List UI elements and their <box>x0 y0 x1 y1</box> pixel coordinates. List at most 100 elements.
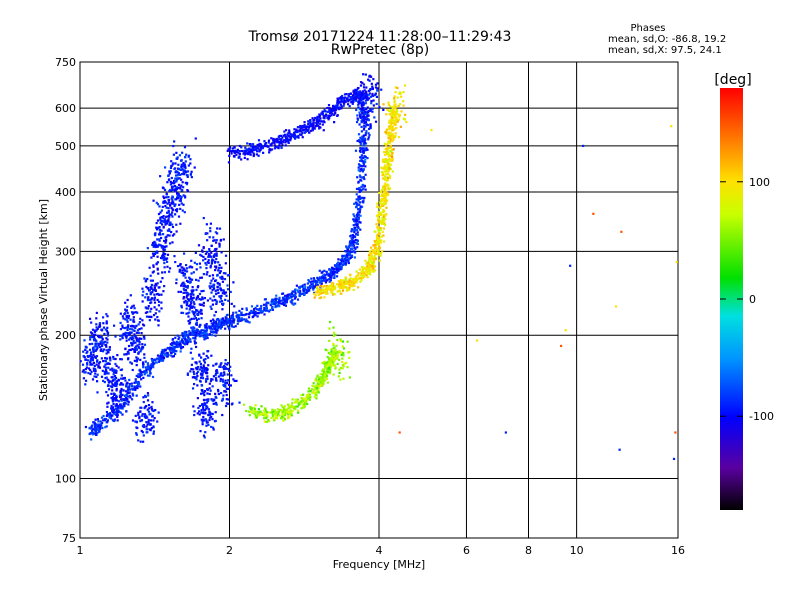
data-point <box>215 252 218 255</box>
data-point <box>93 369 96 372</box>
data-point <box>176 157 179 160</box>
data-point <box>368 268 371 271</box>
data-point <box>206 239 209 242</box>
data-point <box>230 314 233 318</box>
data-point <box>373 264 376 268</box>
data-point <box>124 347 127 351</box>
data-point <box>374 243 378 246</box>
data-point <box>390 121 393 124</box>
data-point <box>184 299 187 302</box>
data-point <box>145 293 148 296</box>
data-point <box>122 389 125 392</box>
data-point <box>325 279 328 282</box>
data-point <box>379 228 382 231</box>
data-point <box>183 330 186 334</box>
data-point <box>245 318 248 321</box>
data-point <box>202 335 205 338</box>
data-point <box>309 129 313 132</box>
data-point <box>215 292 218 295</box>
data-point <box>181 340 185 343</box>
data-point <box>345 99 348 103</box>
data-point <box>263 416 266 419</box>
data-point <box>333 274 336 277</box>
data-point <box>272 411 275 414</box>
data-point <box>166 211 169 214</box>
data-point <box>369 95 373 98</box>
data-point <box>327 367 330 370</box>
data-point <box>131 388 135 391</box>
data-point <box>158 231 162 234</box>
data-point <box>101 338 104 341</box>
data-point <box>180 163 183 166</box>
data-point <box>301 404 305 407</box>
data-point <box>318 276 322 279</box>
data-point <box>171 234 174 237</box>
data-point <box>373 116 376 119</box>
data-point <box>115 396 118 399</box>
data-point <box>158 239 161 242</box>
data-point <box>193 332 196 336</box>
data-point <box>360 276 363 280</box>
data-point <box>227 398 230 401</box>
data-point <box>215 265 218 268</box>
data-point <box>345 92 348 96</box>
data-point <box>190 347 193 350</box>
data-point <box>217 291 220 294</box>
data-point <box>183 283 186 286</box>
data-point <box>120 387 123 391</box>
data-point <box>230 325 233 328</box>
data-point <box>203 368 207 371</box>
data-point <box>115 382 119 386</box>
data-point <box>220 391 223 395</box>
data-point <box>210 255 213 258</box>
data-point <box>331 104 335 108</box>
data-point <box>157 324 160 327</box>
data-point <box>370 82 373 85</box>
data-point <box>245 307 248 310</box>
data-point <box>203 296 206 300</box>
data-point <box>372 270 375 273</box>
data-point <box>303 283 306 286</box>
data-point <box>202 289 205 293</box>
data-point <box>358 211 361 214</box>
data-point <box>200 254 203 257</box>
data-point <box>300 407 303 410</box>
data-point <box>121 393 124 397</box>
data-point <box>210 285 213 288</box>
data-point <box>368 257 371 260</box>
data-point <box>131 312 134 315</box>
data-point <box>179 345 183 348</box>
data-point <box>159 221 162 225</box>
data-point <box>170 206 173 210</box>
data-point <box>331 272 334 275</box>
data-point <box>296 289 299 292</box>
data-point <box>233 145 236 148</box>
data-point <box>183 343 186 346</box>
data-point <box>100 342 103 345</box>
data-point <box>84 367 87 371</box>
data-point <box>370 257 373 260</box>
data-point <box>384 173 388 176</box>
data-point <box>367 119 370 122</box>
data-point <box>114 376 118 380</box>
data-point <box>312 280 315 283</box>
data-point <box>111 400 115 403</box>
data-point <box>354 247 357 250</box>
data-point <box>205 273 208 276</box>
data-point <box>391 170 394 173</box>
data-point <box>200 317 203 320</box>
data-point <box>192 305 195 308</box>
data-point <box>110 376 113 379</box>
data-point <box>96 360 99 363</box>
data-point <box>203 394 206 397</box>
data-point <box>94 372 97 375</box>
data-point <box>191 291 194 294</box>
data-point <box>316 382 319 385</box>
data-point <box>374 93 377 96</box>
data-point <box>223 371 226 374</box>
data-point <box>198 292 202 296</box>
data-point <box>321 291 324 295</box>
data-point <box>173 167 176 171</box>
data-point <box>319 376 322 380</box>
data-point <box>358 170 362 173</box>
